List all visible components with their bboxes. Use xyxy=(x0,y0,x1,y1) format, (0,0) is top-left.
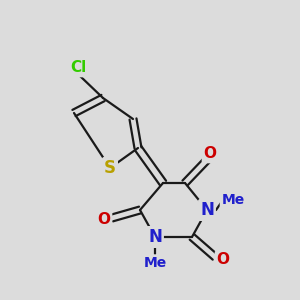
Text: O: O xyxy=(98,212,110,227)
Text: Cl: Cl xyxy=(70,61,86,76)
Text: Me: Me xyxy=(221,193,244,207)
Text: O: O xyxy=(217,253,230,268)
Text: N: N xyxy=(200,201,214,219)
Text: O: O xyxy=(203,146,217,161)
Text: Me: Me xyxy=(143,256,167,270)
Text: N: N xyxy=(148,228,162,246)
Text: S: S xyxy=(104,159,116,177)
